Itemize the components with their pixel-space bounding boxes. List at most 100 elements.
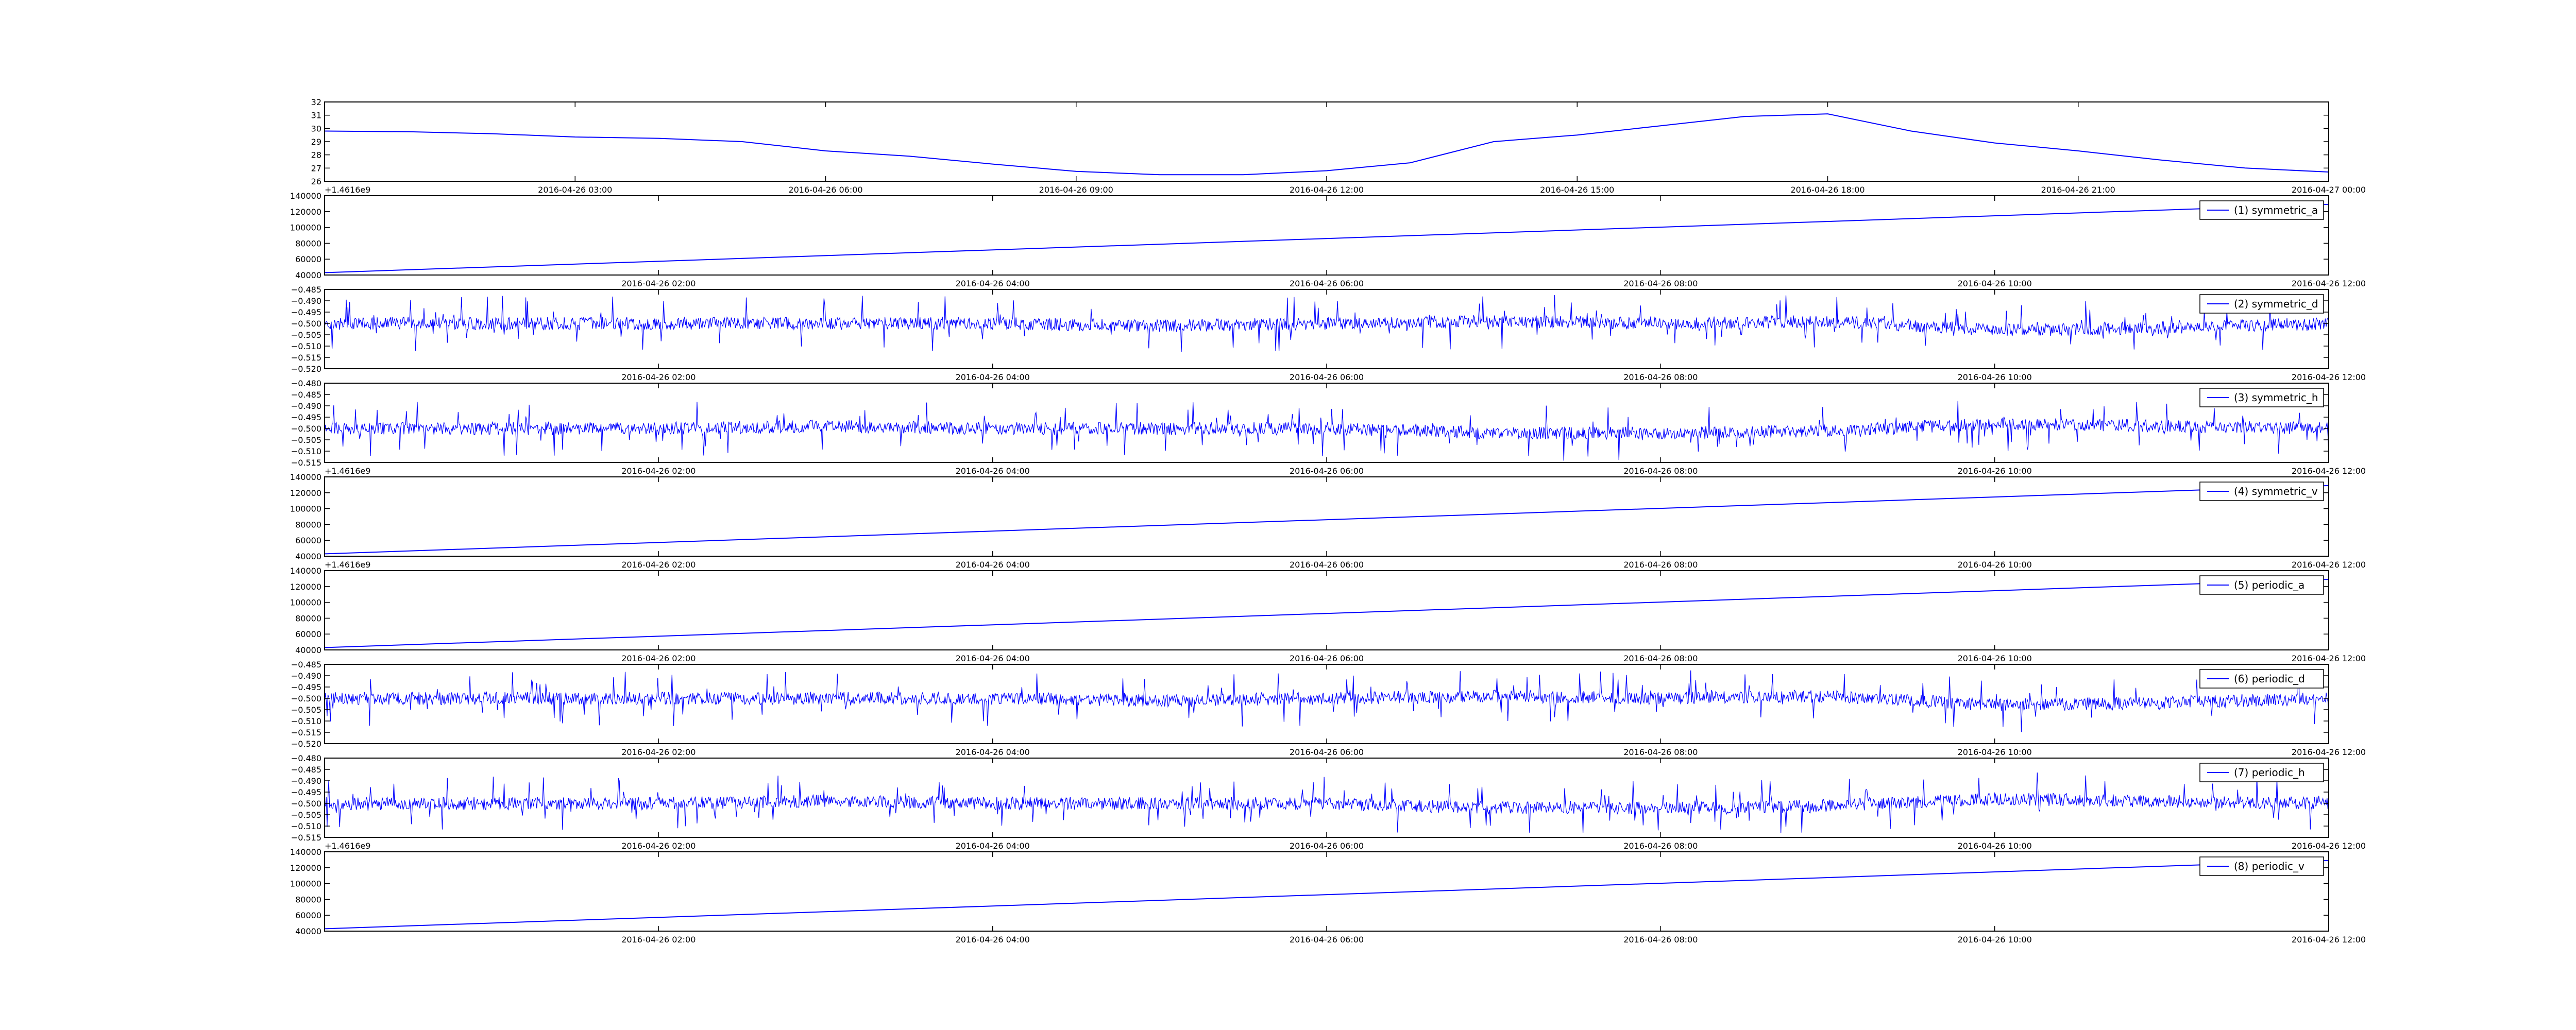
y-tick-label: 140000 bbox=[290, 566, 321, 576]
legend: (3) symmetric_h bbox=[2199, 388, 2324, 407]
series-line bbox=[324, 113, 2329, 176]
x-tick-label: 2016-04-26 21:00 bbox=[2041, 185, 2115, 195]
x-tick-label: 2016-04-26 04:00 bbox=[956, 560, 1030, 570]
subplot-8: −0.515−0.510−0.505−0.500−0.495−0.490−0.4… bbox=[291, 753, 2366, 851]
x-tick-label: 2016-04-26 06:00 bbox=[1290, 935, 1364, 945]
y-tick-label: −0.520 bbox=[291, 739, 321, 749]
y-tick-label: 29 bbox=[311, 137, 321, 147]
series-line bbox=[324, 578, 2329, 648]
x-tick-label: 2016-04-26 08:00 bbox=[1623, 747, 1698, 757]
y-tick-label: −0.495 bbox=[291, 307, 321, 317]
x-tick-label: 2016-04-26 12:00 bbox=[2292, 560, 2366, 570]
axes-frame bbox=[324, 289, 2329, 369]
y-tick-label: −0.500 bbox=[291, 694, 321, 703]
axes-frame bbox=[324, 101, 2329, 182]
y-tick-label: 80000 bbox=[295, 238, 321, 248]
x-tick-label: 2016-04-26 06:00 bbox=[1290, 841, 1364, 851]
legend: (4) symmetric_v bbox=[2199, 482, 2324, 501]
y-tick-label: 31 bbox=[311, 111, 321, 121]
x-offset-label: +1.4616e9 bbox=[325, 841, 370, 851]
y-tick-label: −0.515 bbox=[291, 833, 321, 843]
y-tick-label: 80000 bbox=[295, 613, 321, 623]
axes-frame bbox=[324, 851, 2329, 932]
legend: (7) periodic_h bbox=[2199, 763, 2324, 782]
y-tick-label: −0.485 bbox=[291, 285, 321, 295]
y-tick-label: 60000 bbox=[295, 629, 321, 639]
series-line bbox=[324, 295, 2329, 352]
axes-frame bbox=[324, 476, 2329, 557]
x-tick-label: 2016-04-26 04:00 bbox=[956, 279, 1030, 288]
y-tick-label: −0.515 bbox=[291, 458, 321, 468]
y-tick-label: 26 bbox=[311, 177, 321, 186]
x-tick-label: 2016-04-26 10:00 bbox=[1958, 372, 2032, 382]
x-offset-label: +1.4616e9 bbox=[325, 185, 370, 195]
x-tick-label: 2016-04-26 04:00 bbox=[956, 372, 1030, 382]
y-tick-label: −0.495 bbox=[291, 682, 321, 692]
legend-label: (4) symmetric_v bbox=[2234, 485, 2318, 497]
y-tick-label: −0.485 bbox=[291, 390, 321, 400]
subplot-2: 40000 60000 80000 100000 120000 140000 2016-04… bbox=[290, 191, 2366, 288]
y-tick-label: −0.505 bbox=[291, 330, 321, 340]
x-tick-label: 2016-04-26 10:00 bbox=[1958, 841, 2032, 851]
x-tick-label: 2016-04-26 12:00 bbox=[2292, 279, 2366, 288]
subplot-9: 40000 60000 80000 100000 120000 140000 2016-04… bbox=[290, 847, 2366, 945]
x-tick-label: 2016-04-26 06:00 bbox=[1290, 560, 1364, 570]
y-tick-label: 100000 bbox=[290, 598, 321, 608]
x-tick-label: 2016-04-26 10:00 bbox=[1958, 935, 2032, 945]
y-tick-label: −0.500 bbox=[291, 799, 321, 809]
x-tick-label: 2016-04-26 10:00 bbox=[1958, 466, 2032, 476]
legend-label: (1) symmetric_a bbox=[2234, 204, 2318, 216]
y-tick-label: −0.505 bbox=[291, 705, 321, 715]
x-tick-label: 2016-04-26 06:00 bbox=[1290, 747, 1364, 757]
y-tick-label: 100000 bbox=[290, 879, 321, 889]
y-tick-label: −0.510 bbox=[291, 716, 321, 726]
y-tick-label: −0.490 bbox=[291, 401, 321, 411]
series-line bbox=[324, 860, 2329, 930]
y-tick-label: −0.510 bbox=[291, 447, 321, 456]
x-tick-label: 2016-04-26 12:00 bbox=[2292, 841, 2366, 851]
x-tick-label: 2016-04-26 06:00 bbox=[1290, 654, 1364, 663]
y-tick-label: −0.500 bbox=[291, 424, 321, 434]
y-tick-label: 28 bbox=[311, 150, 321, 160]
y-tick-label: 60000 bbox=[295, 536, 321, 545]
y-tick-label: −0.520 bbox=[291, 364, 321, 374]
subplot-6: 40000 60000 80000 100000 120000 140000 2016-04… bbox=[290, 566, 2366, 663]
y-tick-label: −0.480 bbox=[291, 753, 321, 763]
y-tick-label: 60000 bbox=[295, 254, 321, 264]
x-tick-label: 2016-04-26 04:00 bbox=[956, 841, 1030, 851]
x-tick-label: 2016-04-26 15:00 bbox=[1540, 185, 1614, 195]
y-tick-label: 60000 bbox=[295, 911, 321, 920]
y-tick-label: 120000 bbox=[290, 488, 321, 498]
x-tick-label: 2016-04-26 12:00 bbox=[1290, 185, 1364, 195]
x-tick-label: 2016-04-26 12:00 bbox=[2292, 747, 2366, 757]
x-tick-label: 2016-04-26 06:00 bbox=[1290, 279, 1364, 288]
y-tick-label: 40000 bbox=[295, 270, 321, 280]
y-tick-label: 30 bbox=[311, 124, 321, 133]
x-tick-label: 2016-04-26 02:00 bbox=[621, 279, 696, 288]
series-line bbox=[324, 203, 2329, 273]
x-tick-label: 2016-04-27 00:00 bbox=[2292, 185, 2366, 195]
axes-frame bbox=[324, 570, 2329, 650]
y-tick-label: 80000 bbox=[295, 520, 321, 529]
y-tick-label: −0.505 bbox=[291, 810, 321, 820]
y-tick-label: −0.490 bbox=[291, 671, 321, 681]
x-offset-label: +1.4616e9 bbox=[325, 466, 370, 476]
x-tick-label: 2016-04-26 06:00 bbox=[1290, 372, 1364, 382]
legend-label: (2) symmetric_d bbox=[2234, 298, 2318, 310]
y-tick-label: −0.510 bbox=[291, 341, 321, 351]
x-tick-label: 2016-04-26 04:00 bbox=[956, 935, 1030, 945]
legend: (2) symmetric_d bbox=[2199, 294, 2324, 314]
x-tick-label: 2016-04-26 10:00 bbox=[1958, 747, 2032, 757]
y-tick-label: 100000 bbox=[290, 504, 321, 514]
x-tick-label: 2016-04-26 02:00 bbox=[621, 466, 696, 476]
legend: (8) periodic_v bbox=[2199, 856, 2324, 876]
x-tick-label: 2016-04-26 02:00 bbox=[621, 372, 696, 382]
x-tick-label: 2016-04-26 10:00 bbox=[1958, 279, 2032, 288]
subplot-4: −0.515−0.510−0.505−0.500−0.495−0.490−0.4… bbox=[291, 379, 2366, 476]
y-tick-label: 80000 bbox=[295, 895, 321, 904]
y-tick-label: 40000 bbox=[295, 645, 321, 655]
x-tick-label: 2016-04-26 08:00 bbox=[1623, 279, 1698, 288]
x-tick-label: 2016-04-26 12:00 bbox=[2292, 935, 2366, 945]
y-tick-label: −0.515 bbox=[291, 353, 321, 363]
